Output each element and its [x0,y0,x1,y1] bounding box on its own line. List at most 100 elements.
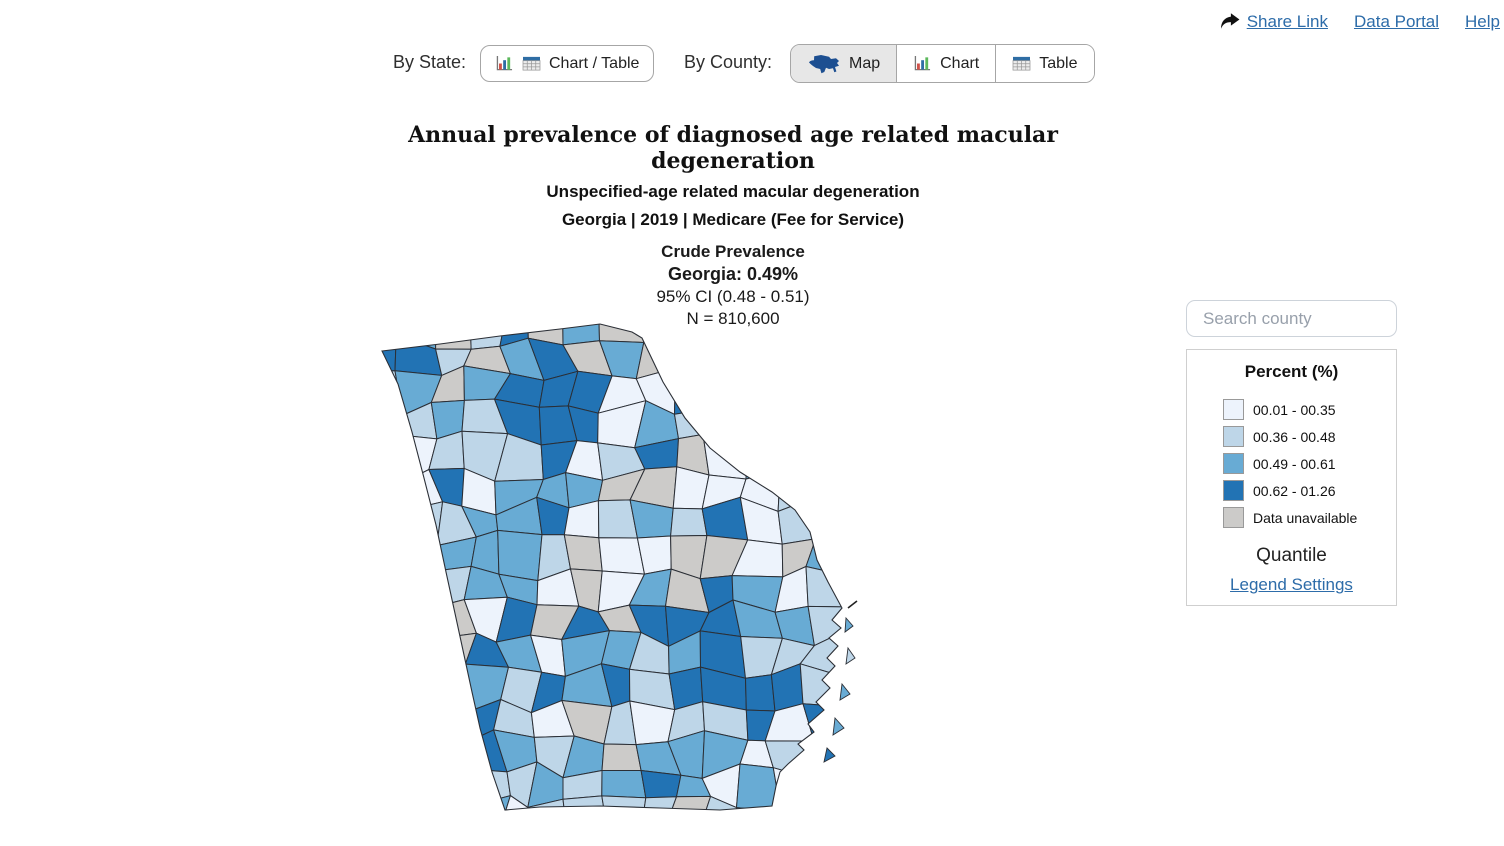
county[interactable] [424,801,478,824]
county[interactable] [812,795,842,824]
county[interactable] [780,343,818,370]
county[interactable] [402,661,439,710]
share-link[interactable]: Share Link [1219,12,1328,32]
county[interactable] [735,763,782,812]
county[interactable] [811,497,850,547]
county[interactable] [837,539,858,576]
county[interactable] [735,807,782,824]
county[interactable] [460,794,512,824]
county[interactable] [801,433,850,477]
county[interactable] [437,707,476,744]
county[interactable] [562,795,609,824]
county-search-input[interactable] [1186,300,1397,337]
county[interactable] [391,762,433,808]
county[interactable] [839,697,858,742]
county[interactable] [394,334,443,376]
county[interactable] [833,320,858,349]
county[interactable] [563,534,603,572]
county[interactable] [846,509,858,546]
county[interactable] [738,320,784,345]
county[interactable] [809,469,850,510]
county[interactable] [380,412,404,449]
county[interactable] [835,794,858,824]
county[interactable] [380,531,403,569]
coastal-island[interactable] [832,716,845,736]
county[interactable] [777,470,814,513]
georgia-county-map[interactable] [380,320,858,824]
county[interactable] [390,639,432,676]
county[interactable] [836,671,858,708]
county[interactable] [779,795,817,824]
county[interactable] [380,500,402,548]
county-table-button[interactable]: Table [995,45,1094,82]
county[interactable] [696,795,743,824]
county[interactable] [745,446,781,480]
county[interactable] [847,470,858,511]
county[interactable] [776,365,818,416]
county[interactable] [391,727,444,778]
county-map-button[interactable]: Map [791,45,897,82]
county[interactable] [380,566,409,615]
county[interactable] [806,320,848,348]
county[interactable] [401,566,440,615]
county[interactable] [380,632,404,678]
county[interactable] [739,339,784,382]
county[interactable] [663,795,712,824]
county[interactable] [380,334,397,372]
county[interactable] [835,364,859,401]
county[interactable] [380,764,401,808]
county[interactable] [696,320,744,347]
county[interactable] [769,404,803,450]
coastal-island[interactable] [839,682,851,701]
county[interactable] [765,320,816,348]
county[interactable] [738,411,778,448]
county[interactable] [664,345,701,374]
county[interactable] [380,476,407,513]
county[interactable] [696,339,744,382]
county[interactable] [390,608,429,645]
county[interactable] [798,365,838,407]
legend-settings-link[interactable]: Legend Settings [1230,575,1353,594]
county[interactable] [800,773,842,799]
county[interactable] [744,674,776,712]
county[interactable] [664,320,712,348]
county[interactable] [427,740,471,769]
county[interactable] [597,320,645,344]
county[interactable] [839,740,858,775]
county[interactable] [814,341,838,381]
county[interactable] [769,446,811,477]
county[interactable] [833,341,858,381]
county[interactable] [601,770,647,799]
county[interactable] [380,674,408,711]
county[interactable] [598,537,646,575]
county[interactable] [702,409,748,448]
county[interactable] [495,794,543,824]
county[interactable] [847,432,858,476]
county[interactable] [835,399,859,436]
coastal-island[interactable] [845,646,856,665]
state-chart-table-button[interactable]: Chart / Table [480,45,655,82]
county[interactable] [601,795,647,824]
county[interactable] [380,696,408,737]
county[interactable] [738,368,782,416]
county[interactable] [601,743,642,771]
county[interactable] [670,507,708,537]
county[interactable] [380,433,407,482]
county[interactable] [799,399,850,450]
county[interactable] [380,727,394,778]
county[interactable] [380,608,409,645]
county[interactable] [391,696,443,744]
county[interactable] [380,320,401,350]
county[interactable] [805,565,851,608]
county[interactable] [639,796,678,824]
county[interactable] [640,769,682,799]
county-chart-button[interactable]: Chart [896,45,996,82]
county[interactable] [800,740,842,777]
help-link[interactable]: Help [1465,12,1500,31]
county[interactable] [380,795,401,824]
data-portal-link[interactable]: Data Portal [1353,12,1440,31]
coastal-island[interactable] [844,616,854,633]
county[interactable] [698,372,741,413]
county[interactable] [427,762,462,810]
coastal-island[interactable] [823,747,836,763]
